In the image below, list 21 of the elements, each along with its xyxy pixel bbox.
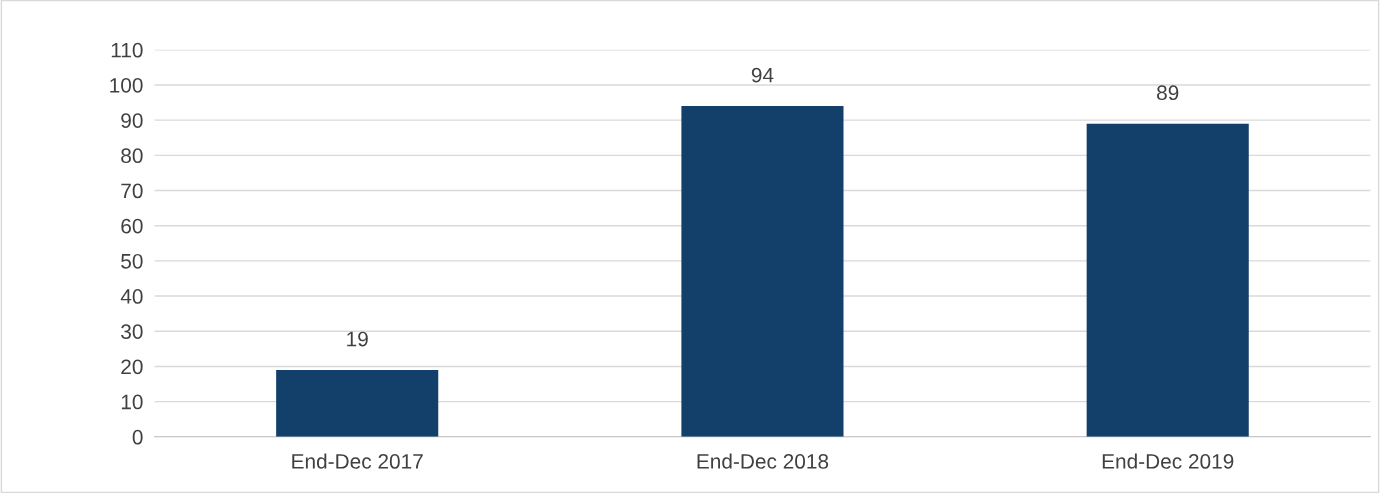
y-tick-label: 50 [121,253,143,269]
y-tick-label: 90 [121,113,143,128]
y-tick-label: 100 [110,77,143,93]
y-tick-label: 20 [121,359,143,375]
y-tick-label: 110 [111,42,143,58]
bar [276,369,439,437]
y-tick-label: 70 [121,183,143,199]
x-tick-label: End-Dec 2017 [292,453,423,469]
y-tick-label: 0 [132,429,143,445]
y-tick-label: 80 [121,148,143,164]
x-tick-label: End-Dec 2019 [1102,453,1234,469]
y-tick-label: 30 [121,324,143,340]
bar [1086,123,1249,437]
data-label: 89 [1157,85,1179,101]
data-label: 19 [347,331,368,347]
data-label: 94 [751,67,774,83]
y-tick-label: 60 [121,218,143,234]
x-tick-label: End-Dec 2018 [697,453,829,469]
bar [681,106,844,437]
y-tick-label: 40 [120,289,143,304]
y-tick-label: 10 [121,394,143,410]
